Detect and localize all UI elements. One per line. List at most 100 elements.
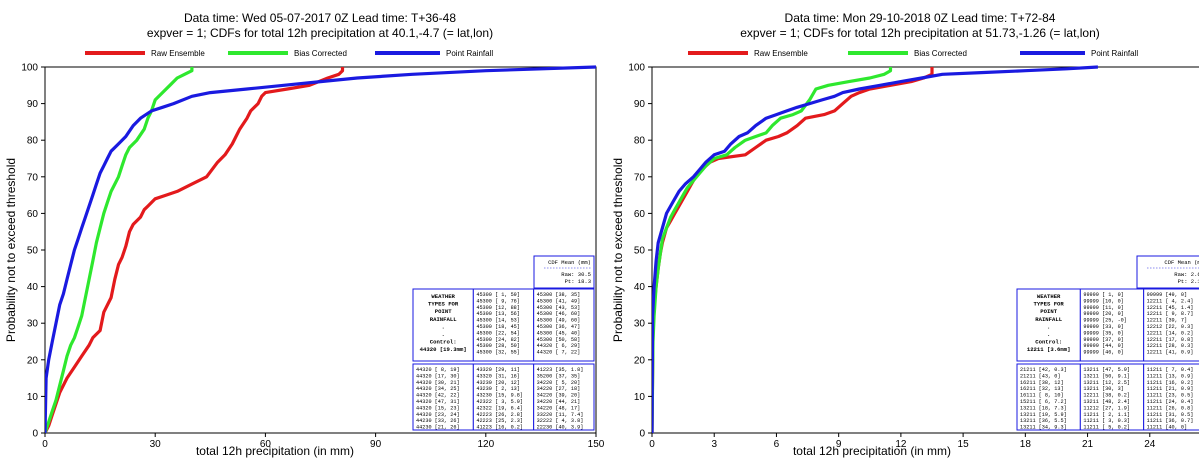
legend-label-1: Bias Corrected xyxy=(914,49,967,58)
weather-type-entry: 11211 [ 5, 0.2] xyxy=(1083,425,1130,431)
cdf-mean-raw: Raw: 30.5 xyxy=(561,271,591,278)
series-line-point-rainfall xyxy=(652,65,1098,433)
weather-type-entry: 12211 [41, 0.9] xyxy=(1147,350,1194,356)
weather-type-entry: 45300 [45, 40] xyxy=(537,330,581,336)
y-tick-label: 60 xyxy=(634,209,646,220)
weather-type-entry: 11211 [31, 0.5] xyxy=(1147,412,1194,418)
weather-type-entry: 35200 [37, 35] xyxy=(537,373,581,379)
weather-types-box-wt_col5 xyxy=(533,363,595,431)
weather-type-entry: 15211 [ 6, 7.2] xyxy=(1020,399,1067,405)
weather-type-entry: 16211 [32, 13] xyxy=(1020,386,1064,392)
weather-type-entry: 45300 [32, 55] xyxy=(476,350,520,356)
weather-types-label-line: . xyxy=(1047,323,1050,330)
weather-type-entry: 44320 [23, 24] xyxy=(416,412,460,418)
x-tick-label: 9 xyxy=(836,439,842,450)
y-tick-label: 0 xyxy=(32,429,38,440)
weather-type-entry: 12211 [28, 0.3] xyxy=(1147,343,1194,349)
weather-types-label-line: . xyxy=(1047,331,1050,338)
x-axis-label: total 12h precipitation (in mm) xyxy=(196,444,354,458)
weather-type-entry: 13211 [12, 2.5] xyxy=(1083,380,1130,386)
weather-type-entry: 42322 [ 3, 5.9] xyxy=(476,399,523,405)
weather-type-entry: 45300 [ 1, 59] xyxy=(476,292,520,298)
cdf-mean-box xyxy=(1136,255,1199,289)
weather-type-entry: 34220 [39, 20] xyxy=(537,393,581,399)
weather-types-label-line: WEATHER xyxy=(1037,293,1061,300)
weather-type-entry: 44320 [30, 21] xyxy=(416,380,460,386)
weather-type-entry: 44320 [ 8, 19] xyxy=(416,367,460,373)
weather-type-entry: 99999 [37, 0] xyxy=(1083,337,1123,343)
weather-type-entry: 12211 [39, 7] xyxy=(1147,318,1187,324)
cdf-mean-box xyxy=(533,255,595,289)
weather-types-label-line: TYPES FOR xyxy=(1034,301,1065,308)
weather-type-entry: 44320 [ 7, 22] xyxy=(537,350,581,356)
weather-type-entry: 13211 [36, 5.5] xyxy=(1020,418,1067,424)
y-tick-label: 100 xyxy=(628,63,645,74)
weather-type-entry: 45300 [22, 54] xyxy=(476,330,520,336)
weather-type-entry: 11212 [27, 1.9] xyxy=(1083,405,1130,411)
x-tick-label: 18 xyxy=(1020,439,1032,450)
weather-type-entry: 34220 [27, 18] xyxy=(537,386,581,392)
weather-types-box-wt_col1 xyxy=(472,288,535,362)
series-line-bias-corrected xyxy=(652,67,893,433)
weather-types-box-wt_col1 xyxy=(1079,288,1145,362)
y-tick-label: 70 xyxy=(27,172,39,183)
y-tick-label: 30 xyxy=(634,319,646,330)
weather-type-entry: 16111 [ 8, 10] xyxy=(1020,393,1064,399)
weather-type-entry: 43230 [20, 12] xyxy=(476,380,520,386)
weather-type-entry: 99999 [ 1, 0] xyxy=(1083,292,1123,298)
weather-types-label-line: POINT xyxy=(435,308,452,315)
weather-type-entry: 11211 [40, 0] xyxy=(1147,425,1187,431)
weather-type-entry: 99999 [46, 0] xyxy=(1083,350,1123,356)
cdf-mean-title: CDF Mean (mm xyxy=(1164,259,1199,266)
weather-types-box-wt_col2 xyxy=(1143,288,1199,362)
weather-type-entry: 45300 [14, 53] xyxy=(476,318,520,324)
chart-title-line2: expver = 1; CDFs for total 12h precipita… xyxy=(147,26,493,40)
weather-type-entry: 11211 [21, 0.9] xyxy=(1147,386,1194,392)
weather-type-entry: 41223 [35, 1.8] xyxy=(537,367,584,373)
y-tick-label: 90 xyxy=(634,99,646,110)
weather-type-entry: 45300 [49, 60] xyxy=(537,318,581,324)
legend-label-2: Point Rainfall xyxy=(1091,49,1138,58)
weather-type-entry: 99999 [49, 0] xyxy=(1147,292,1187,298)
weather-type-entry: 34220 [44, 21] xyxy=(537,399,581,405)
weather-types-label-line: . xyxy=(441,323,444,330)
weather-type-entry: 99999 [44, 0] xyxy=(1083,343,1123,349)
x-axis-label: total 12h precipitation (in mm) xyxy=(793,444,951,458)
x-tick-label: 0 xyxy=(649,439,655,450)
weather-type-entry: 11211 [ 2, 1.1] xyxy=(1083,412,1130,418)
y-axis-label: Probability not to exceed threshold xyxy=(4,158,18,342)
series-line-point-rainfall xyxy=(45,65,596,433)
weather-type-entry: 34220 [48, 17] xyxy=(537,405,581,411)
weather-types-label-line: TYPES FOR xyxy=(428,301,459,308)
weather-type-entry: 11211 [ 7, 0.4] xyxy=(1147,367,1194,373)
y-tick-label: 100 xyxy=(21,63,38,74)
weather-type-entry: 12211 [ 9, 8.7] xyxy=(1147,311,1194,317)
weather-types-label-line: RAINFALL xyxy=(1035,316,1062,323)
weather-types-label-line: POINT xyxy=(1040,308,1057,315)
x-tick-label: 60 xyxy=(260,439,272,450)
weather-type-entry: 45300 [41, 49] xyxy=(537,298,581,304)
legend-label-2: Point Rainfall xyxy=(446,49,493,58)
cdf-mean-pt: Pt: 2.13 xyxy=(1178,278,1199,285)
weather-type-entry: 12211 [45, 1.4] xyxy=(1147,305,1194,311)
weather-type-entry: 45300 [18, 45] xyxy=(476,324,520,330)
weather-type-entry: 45300 [24, 82] xyxy=(476,337,520,343)
weather-type-entry: 43230 [ 2, 13] xyxy=(476,386,520,392)
weather-type-entry: 45300 [46, 60] xyxy=(537,311,581,317)
chart-title-line1: Data time: Mon 29-10-2018 0Z Lead time: … xyxy=(785,11,1056,25)
weather-type-entry: 43320 [29, 11] xyxy=(476,367,520,373)
x-tick-label: 15 xyxy=(958,439,970,450)
x-tick-label: 30 xyxy=(150,439,162,450)
y-tick-label: 10 xyxy=(27,392,39,403)
cdf-mean-raw: Raw: 2.67 xyxy=(1174,271,1199,278)
weather-types-label-box xyxy=(1016,288,1081,362)
x-tick-label: 120 xyxy=(477,439,494,450)
weather-type-entry: 42322 [19, 6.4] xyxy=(476,405,523,411)
weather-type-entry: 32222 [ 4, 3.8] xyxy=(537,418,584,424)
weather-type-entry: 45300 [28, 50] xyxy=(476,343,520,349)
y-tick-label: 80 xyxy=(634,136,646,147)
x-tick-label: 6 xyxy=(774,439,780,450)
y-tick-label: 20 xyxy=(634,355,646,366)
weather-type-entry: 12211 [38, 0.2] xyxy=(1083,393,1130,399)
weather-type-entry: 44230 [33, 26] xyxy=(416,418,460,424)
